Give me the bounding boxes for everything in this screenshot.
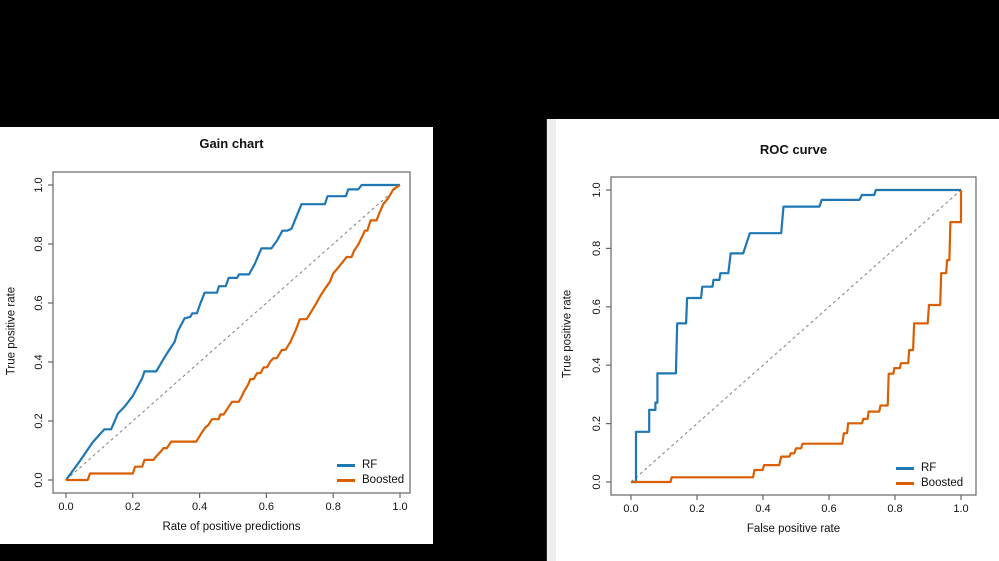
- legend-row-boosted: Boosted: [896, 477, 963, 490]
- legend-label-rf: RF: [921, 462, 937, 474]
- gain-chart-x-axis-label: Rate of positive predictions: [162, 521, 301, 533]
- rf-curve: [631, 188, 961, 484]
- gain-chart-y-axis-label: True positive rate: [5, 286, 18, 376]
- y-tick-label: 0.8: [591, 241, 603, 256]
- roc-curve-plot: 0.0 0.2 0.4 0.6 0.8 1.0 0.0 0.2 0.4 0.6 0.8 1.0: [591, 176, 977, 515]
- x-tick-label: 0.2: [689, 503, 704, 515]
- gain-chart-legend: RF Boosted: [337, 459, 404, 489]
- y-tick-label: 0.6: [33, 295, 45, 310]
- y-tick-label: 0.4: [591, 358, 603, 373]
- x-tick-label: 0.8: [326, 501, 341, 513]
- plot-box: [610, 176, 977, 496]
- rf-line-swatch: [337, 464, 355, 467]
- y-tick-label: 0.8: [33, 236, 45, 251]
- x-tick-label: 0.2: [125, 501, 140, 513]
- rf-line-swatch: [896, 467, 914, 470]
- diagonal-reference-line: [630, 189, 962, 483]
- diagonal-reference-line: [65, 184, 401, 481]
- boosted-line-swatch: [896, 482, 914, 485]
- y-tick-label: 1.0: [591, 182, 603, 197]
- roc-curve-y-axis-label: True positive rate: [561, 289, 574, 379]
- rf-curve: [65, 183, 400, 481]
- y-tick-label: 0.2: [591, 416, 603, 431]
- x-tick-label: 1.0: [953, 503, 968, 515]
- boosted-curve: [631, 190, 963, 484]
- legend-label-boosted: Boosted: [362, 474, 405, 486]
- legend-row-boosted: Boosted: [337, 474, 404, 487]
- x-tick-label: 0.0: [623, 503, 638, 515]
- roc-curve-panel: 0.0 0.2 0.4 0.6 0.8 1.0 0.0 0.2 0.4 0.6 0.8 1.0 ROC…: [546, 119, 999, 561]
- legend-row-rf: RF: [337, 459, 404, 472]
- legend-row-rf: RF: [896, 462, 963, 475]
- y-tick-label: 0.4: [33, 354, 45, 369]
- boosted-curve: [66, 184, 401, 482]
- gain-chart-plot: 0.0 0.2 0.4 0.6 0.8 1.0 0.0 0.2 0.4 0.6 0.8 1.0: [33, 171, 411, 513]
- x-tick-label: 0.0: [58, 501, 73, 513]
- x-tick-label: 0.4: [192, 501, 207, 513]
- y-tick-label: 0.6: [591, 299, 603, 314]
- x-tick-label: 0.8: [887, 503, 902, 515]
- roc-curve-x-axis-label: False positive rate: [746, 523, 841, 535]
- gain-chart-title: Gain chart: [199, 136, 264, 151]
- roc-curve-legend: RF Boosted: [896, 462, 963, 492]
- legend-label-rf: RF: [362, 459, 378, 471]
- x-tick-label: 0.6: [259, 501, 274, 513]
- y-tick-label: 1.0: [33, 177, 45, 192]
- x-tick-label: 0.4: [755, 503, 770, 515]
- window-edge-strip: [547, 119, 556, 561]
- legend-label-boosted: Boosted: [921, 477, 964, 489]
- gain-chart-panel: 0.0 0.2 0.4 0.6 0.8 1.0 0.0 0.2 0.4 0.6 0.8 1.0 Gai…: [0, 127, 433, 544]
- boosted-line-swatch: [337, 479, 355, 482]
- roc-curve-title: ROC curve: [759, 142, 828, 157]
- y-tick-label: 0.0: [591, 474, 603, 489]
- x-tick-label: 0.6: [821, 503, 836, 515]
- plot-box: [52, 171, 411, 494]
- x-tick-label: 1.0: [392, 501, 407, 513]
- y-tick-label: 0.2: [33, 413, 45, 428]
- y-tick-label: 0.0: [33, 472, 45, 487]
